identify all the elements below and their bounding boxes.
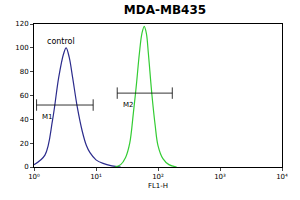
svg-text:M1: M1 (42, 113, 53, 121)
svg-text:120: 120 (15, 20, 28, 28)
svg-text:10⁴: 10⁴ (276, 173, 288, 181)
svg-text:FL1-H: FL1-H (148, 182, 168, 190)
svg-text:M2: M2 (123, 101, 134, 109)
svg-text:40: 40 (20, 116, 29, 124)
svg-text:80: 80 (20, 68, 29, 76)
svg-text:10¹: 10¹ (90, 173, 102, 181)
svg-text:0: 0 (24, 163, 28, 171)
svg-text:10²: 10² (152, 173, 164, 181)
svg-text:20: 20 (20, 140, 29, 148)
svg-text:10⁰: 10⁰ (28, 173, 40, 181)
svg-text:60: 60 (20, 92, 29, 100)
svg-text:control: control (47, 37, 75, 46)
svg-text:100: 100 (15, 44, 28, 52)
svg-text:10³: 10³ (214, 173, 226, 181)
svg-text:MDA-MB435: MDA-MB435 (124, 3, 206, 17)
